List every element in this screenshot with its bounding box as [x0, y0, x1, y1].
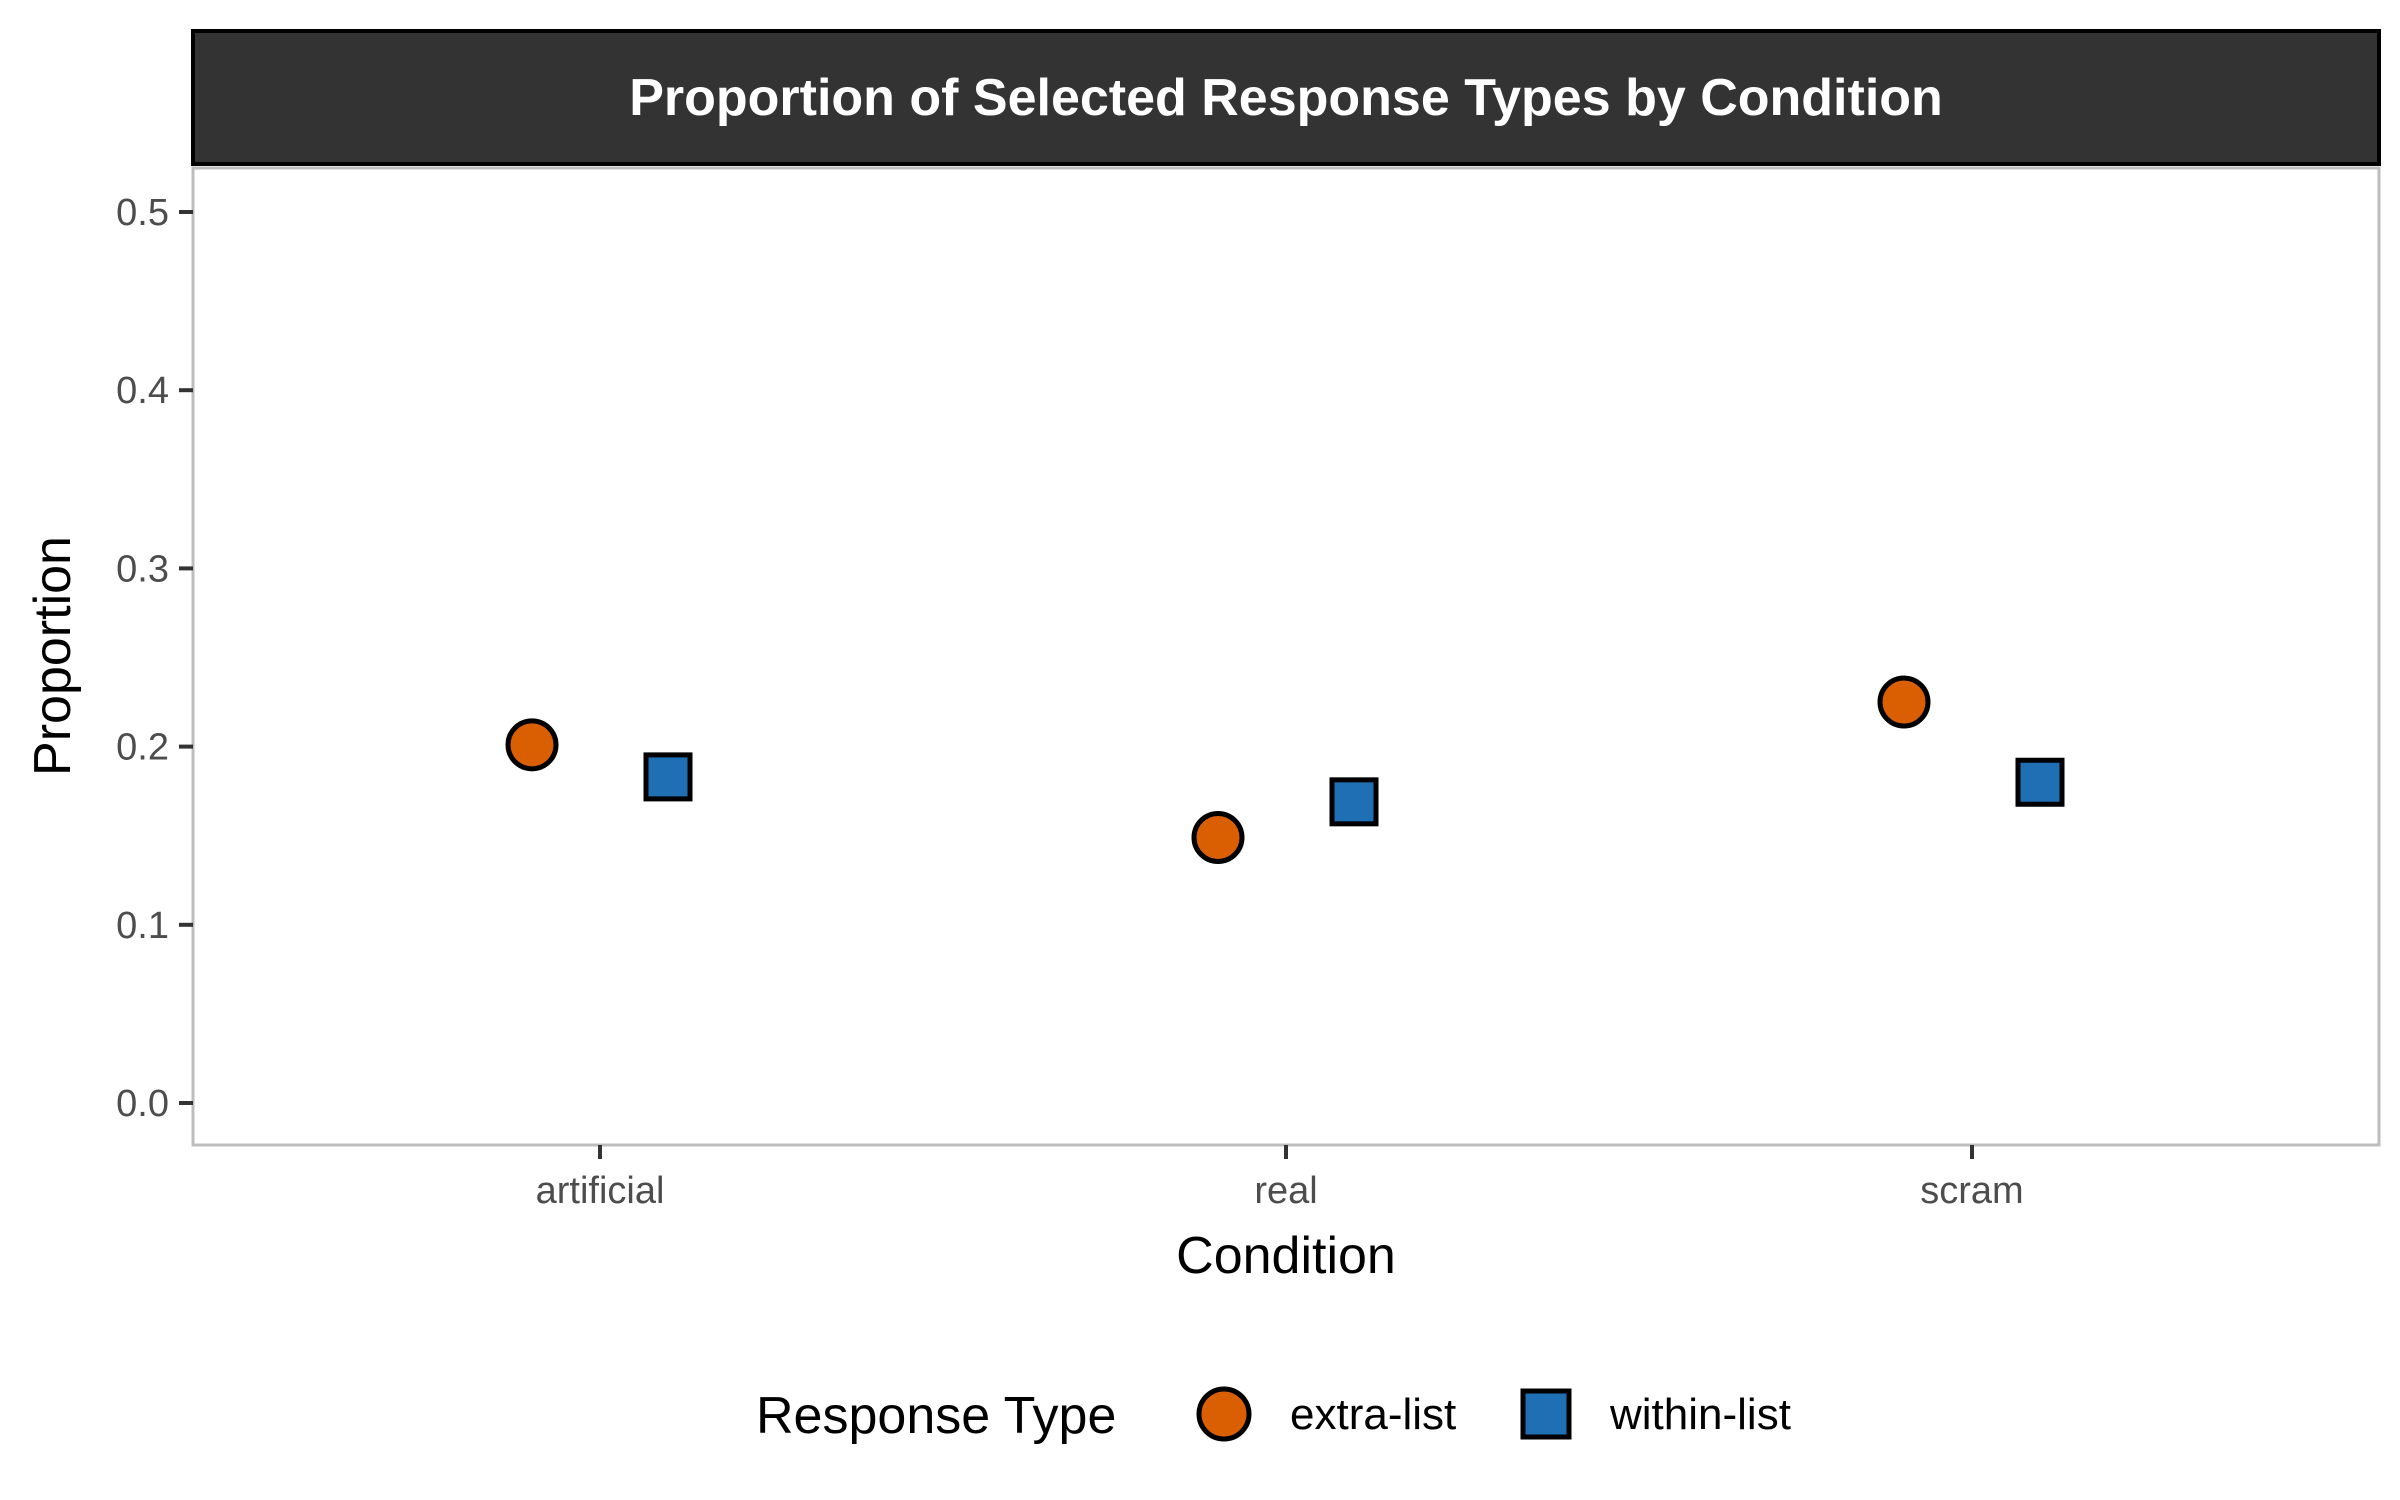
y-axis: 0.0 0.1 0.2 0.3 0.4 0.5 — [116, 192, 193, 1125]
strip-background — [191, 29, 2381, 166]
legend-label-within-list: within-list — [1609, 1390, 1791, 1439]
y-tick-label: 0.4 — [116, 370, 169, 412]
x-tick-label: artificial — [536, 1170, 665, 1212]
y-tick-label: 0.1 — [116, 905, 169, 947]
y-axis-title: Proportion — [24, 536, 82, 776]
point-extra-list-artificial — [505, 718, 559, 772]
point-extra-list-real — [1191, 810, 1245, 864]
y-tick-label: 0.2 — [116, 727, 169, 769]
y-tick-label: 0.0 — [116, 1083, 169, 1125]
y-tick-label: 0.5 — [116, 192, 169, 234]
legend-label-extra-list: extra-list — [1290, 1390, 1456, 1439]
x-axis-title: Condition — [1176, 1227, 1396, 1285]
point-extra-list-scram — [1877, 675, 1931, 729]
legend-key-extra-list — [1196, 1386, 1252, 1442]
legend-title: Response Type — [756, 1387, 1116, 1445]
x-tick-label: scram — [1920, 1170, 2023, 1212]
plot-panel — [191, 166, 2381, 1147]
x-tick-label: real — [1254, 1170, 1317, 1212]
x-axis: artificial real scram — [536, 1145, 2024, 1212]
legend-key-within-list — [1520, 1388, 1572, 1440]
point-within-list-real — [1329, 777, 1379, 827]
legend: Response Type extra-list within-list — [756, 1386, 1791, 1445]
data-points — [505, 675, 2065, 864]
chart-title: Proportion of Selected Response Types by… — [629, 69, 1943, 127]
point-within-list-artificial — [643, 752, 693, 802]
y-tick-label: 0.3 — [116, 548, 169, 590]
point-within-list-scram — [2015, 757, 2065, 807]
